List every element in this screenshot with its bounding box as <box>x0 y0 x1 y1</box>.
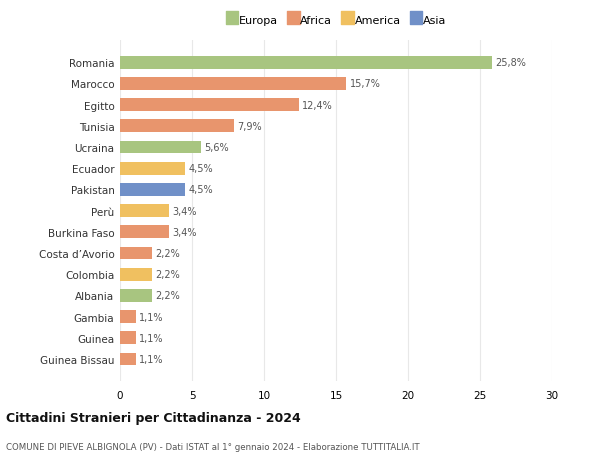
Text: 2,2%: 2,2% <box>155 291 180 301</box>
Legend: Europa, Africa, America, Asia: Europa, Africa, America, Asia <box>223 13 449 30</box>
Bar <box>120 99 299 112</box>
Bar <box>120 311 136 323</box>
Bar <box>120 141 200 154</box>
Text: 2,2%: 2,2% <box>155 269 180 280</box>
Text: 1,1%: 1,1% <box>139 312 164 322</box>
Bar <box>120 57 491 69</box>
Bar <box>120 332 136 344</box>
Text: 12,4%: 12,4% <box>302 101 333 110</box>
Bar <box>120 268 152 281</box>
Bar <box>120 353 136 365</box>
Text: 5,6%: 5,6% <box>204 143 229 153</box>
Text: 4,5%: 4,5% <box>188 164 213 174</box>
Bar <box>120 184 185 196</box>
Bar <box>120 162 185 175</box>
Text: 1,1%: 1,1% <box>139 354 164 364</box>
Bar <box>120 205 169 218</box>
Text: 2,2%: 2,2% <box>155 248 180 258</box>
Text: 1,1%: 1,1% <box>139 333 164 343</box>
Text: 15,7%: 15,7% <box>350 79 380 89</box>
Text: 4,5%: 4,5% <box>188 185 213 195</box>
Text: 7,9%: 7,9% <box>238 122 262 132</box>
Text: 3,4%: 3,4% <box>173 206 197 216</box>
Bar <box>120 247 152 260</box>
Bar <box>120 289 152 302</box>
Bar <box>120 78 346 90</box>
Text: 3,4%: 3,4% <box>173 227 197 237</box>
Text: Cittadini Stranieri per Cittadinanza - 2024: Cittadini Stranieri per Cittadinanza - 2… <box>6 412 301 425</box>
Bar <box>120 120 234 133</box>
Text: COMUNE DI PIEVE ALBIGNOLA (PV) - Dati ISTAT al 1° gennaio 2024 - Elaborazione TU: COMUNE DI PIEVE ALBIGNOLA (PV) - Dati IS… <box>6 442 419 451</box>
Bar <box>120 226 169 239</box>
Text: 25,8%: 25,8% <box>495 58 526 68</box>
